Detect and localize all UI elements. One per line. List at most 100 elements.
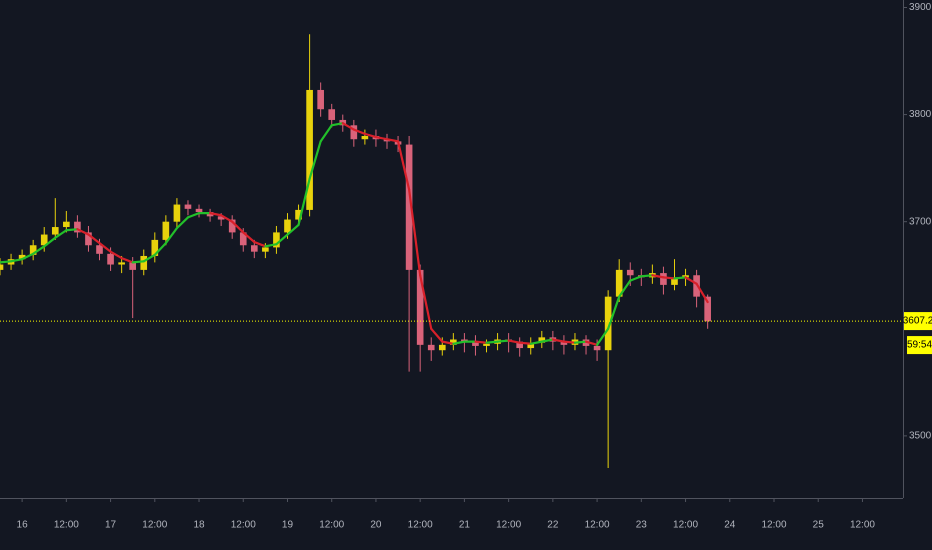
ma-segment <box>629 275 643 282</box>
candle-body <box>516 341 524 349</box>
candle-body <box>538 337 546 343</box>
ma-segment <box>32 245 46 255</box>
x-tick-label: 12:00 <box>231 520 256 531</box>
ma-segment <box>695 282 709 304</box>
ma-segment <box>65 228 79 232</box>
ma-segment <box>640 274 654 278</box>
ma-segment <box>76 228 90 236</box>
candle-body <box>416 269 424 345</box>
x-tick-label: 12:00 <box>585 520 610 531</box>
candle-body <box>704 296 711 322</box>
x-tick-label: 12:00 <box>496 520 521 531</box>
ma-segment <box>441 340 455 345</box>
candle-body <box>306 89 313 210</box>
candle-body <box>0 264 4 270</box>
ma-segment <box>518 341 532 345</box>
ma-segment <box>684 276 698 285</box>
candle-body <box>350 125 358 140</box>
candle-body <box>660 273 667 285</box>
candle-body <box>483 343 490 346</box>
ma-segment <box>308 140 322 180</box>
ma-segment <box>507 339 521 344</box>
x-tick-label: 12:00 <box>408 520 433 531</box>
candle-body <box>328 109 336 120</box>
ma-segment <box>131 260 145 264</box>
ma-segment <box>595 327 610 346</box>
ma-segment <box>396 140 411 191</box>
ma-segment <box>164 227 179 245</box>
candle-body <box>405 144 413 270</box>
candle-body <box>250 245 258 252</box>
x-tick-label: 21 <box>459 520 471 531</box>
candle-body <box>615 269 623 297</box>
y-tick-label: 3800.0 <box>909 109 932 120</box>
ma-segment <box>363 132 378 139</box>
ma-segment <box>385 138 400 143</box>
candle-body <box>228 219 236 233</box>
ma-segment <box>474 340 488 344</box>
x-tick-label: 17 <box>105 520 117 531</box>
candle-body <box>273 232 280 248</box>
candle-body <box>693 275 700 297</box>
ma-segment <box>231 220 245 234</box>
ma-segment <box>0 260 13 264</box>
y-tick-label: 3900.0 <box>909 2 932 13</box>
ma-segment <box>175 216 190 230</box>
ma-segment <box>98 242 112 253</box>
candle-body <box>450 339 457 345</box>
last-price-box <box>904 312 932 331</box>
ma-segment <box>341 122 355 131</box>
ma-segment <box>54 229 68 239</box>
ma-segment <box>208 212 223 217</box>
candle-body <box>560 341 568 345</box>
ma-segment <box>319 124 333 143</box>
ma-segment <box>618 279 632 298</box>
x-tick-label: 19 <box>282 520 294 531</box>
y-tick-label: 3500.0 <box>909 431 932 442</box>
ma-segment <box>651 274 665 279</box>
ma-segment <box>43 236 57 248</box>
ma-segment <box>374 135 389 141</box>
candle-body <box>527 342 535 349</box>
candle-body <box>317 89 324 110</box>
ma-segment <box>430 327 444 343</box>
ma-segment <box>562 340 577 344</box>
candle-body <box>85 232 92 246</box>
candle-body <box>427 344 435 351</box>
ma-segment <box>529 340 543 345</box>
x-tick-label: 20 <box>370 520 382 531</box>
candle-body <box>74 221 81 233</box>
ma-segment <box>330 122 344 127</box>
candle-body <box>239 232 247 246</box>
last-price-label: 3607.2 <box>903 316 932 327</box>
ma-segment <box>297 177 311 227</box>
x-tick-label: 12:00 <box>54 520 79 531</box>
countdown-box <box>907 336 932 355</box>
candle-body <box>107 253 114 265</box>
ma-segment <box>551 338 566 343</box>
ma-segment <box>242 231 256 244</box>
candle-body <box>626 269 634 276</box>
candle-body <box>361 136 369 140</box>
ma-segment <box>264 243 278 248</box>
ma-segment <box>286 223 300 236</box>
x-tick-label: 12:00 <box>319 520 344 531</box>
x-tick-label: 23 <box>636 520 648 531</box>
ma-segment <box>352 128 366 135</box>
ma-segment <box>120 257 134 264</box>
ma-segment <box>573 340 588 344</box>
candle-body <box>151 239 159 256</box>
candle-body <box>63 221 70 228</box>
candle-body <box>162 221 170 240</box>
candle-body <box>438 344 446 351</box>
candle-body <box>472 341 479 346</box>
ma-segment <box>419 274 433 330</box>
ma-segment <box>142 253 156 263</box>
x-tick-label: 12:00 <box>142 520 167 531</box>
y-tick-label: 3700.0 <box>909 216 932 227</box>
candle-body <box>217 216 225 220</box>
ma-segment <box>607 295 621 330</box>
candle-body <box>96 245 103 254</box>
